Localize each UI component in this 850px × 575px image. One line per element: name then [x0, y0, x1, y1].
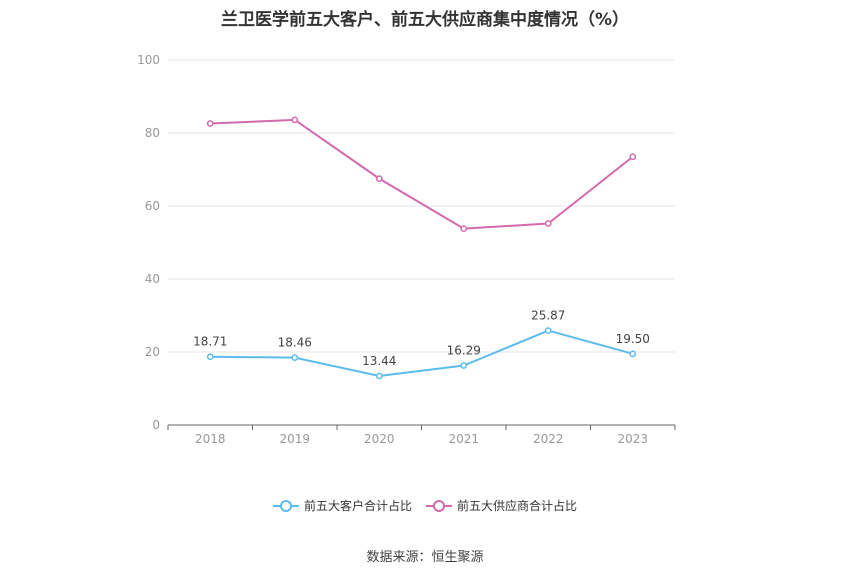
- legend-marker-customers-icon: [272, 499, 299, 512]
- point-0-2020: [375, 372, 383, 380]
- chart-title: 兰卫医学前五大客户、前五大供应商集中度情况（%）: [220, 10, 630, 30]
- data-labels: 18.71 18.46 13.44 16.29 25.87 19.50: [193, 309, 650, 368]
- data-label-0-2021: 16.29: [447, 344, 481, 358]
- legend-marker-suppliers-icon: [426, 499, 452, 512]
- x-tick-label-2023: 2023: [617, 432, 648, 446]
- x-tick-label-2020: 2020: [364, 432, 395, 446]
- series-line-0: [210, 329, 634, 377]
- x-tick-label-2018: 2018: [195, 432, 226, 446]
- legend-item-suppliers[interactable]: 前五大供应商合计占比: [426, 497, 577, 514]
- point-0-2023: [629, 350, 637, 358]
- data-label-0-2022: 25.87: [531, 309, 565, 323]
- point-0-2018: [206, 353, 214, 361]
- data-label-0-2018: 18.71: [193, 335, 227, 349]
- point-0-2019: [291, 354, 299, 361]
- legend-item-customers[interactable]: 前五大客户合计占比: [272, 497, 412, 514]
- x-tick-label-2021: 2021: [448, 432, 479, 446]
- point-1-2018: [206, 120, 214, 127]
- y-tick-label-20: 20: [145, 345, 160, 359]
- point-1-2021: [460, 225, 468, 232]
- series: [206, 116, 637, 380]
- data-label-0-2019: 18.46: [278, 336, 312, 350]
- y-tick-label-40: 40: [145, 272, 160, 286]
- legend-label-suppliers: 前五大供应商合计占比: [457, 499, 578, 513]
- y-tick-label-0: 0: [152, 418, 160, 432]
- source-note: 数据来源：恒生聚源: [366, 550, 484, 565]
- y-tick-label-100: 100: [137, 53, 160, 67]
- point-1-2019: [291, 116, 299, 124]
- point-1-2022: [544, 220, 552, 227]
- axes: 0 20 40 60 80 100 2018 2019 2020 2021 2022 2023: [137, 53, 676, 446]
- y-tick-label-60: 60: [145, 199, 160, 213]
- data-label-0-2020: 13.44: [362, 354, 396, 368]
- gridlines: [168, 59, 675, 353]
- point-0-2022: [544, 327, 552, 334]
- legend-label-customers: 前五大客户合计占比: [303, 499, 412, 513]
- point-1-2023: [629, 153, 637, 161]
- legend: 前五大客户合计占比 前五大供应商合计占比: [0, 497, 850, 514]
- data-label-0-2023: 19.50: [616, 332, 650, 346]
- series-line-1: [210, 118, 634, 230]
- point-1-2020: [375, 175, 383, 182]
- point-0-2021: [460, 362, 468, 369]
- x-tick-label-2022: 2022: [533, 432, 564, 446]
- y-tick-label-80: 80: [145, 126, 160, 140]
- x-tick-label-2019: 2019: [279, 432, 310, 446]
